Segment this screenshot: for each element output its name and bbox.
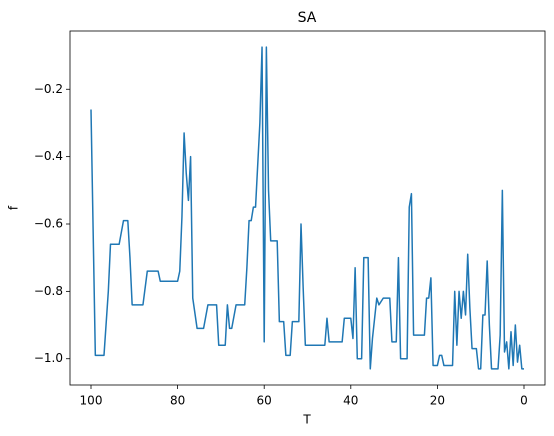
data-line — [90, 46, 524, 370]
x-axis-label: T — [302, 413, 311, 427]
x-tick-label: 0 — [520, 394, 528, 408]
y-axis-label: f — [7, 205, 21, 210]
x-tick-label: 100 — [80, 394, 103, 408]
y-tick-label: −0.8 — [34, 284, 63, 298]
plot-frame — [69, 30, 546, 386]
y-tick-label: −0.4 — [34, 149, 63, 163]
y-tick-label: −0.2 — [34, 82, 63, 96]
chart-title: SA — [298, 10, 317, 26]
x-tick-label: 60 — [257, 394, 272, 408]
x-tick-label: 80 — [170, 394, 185, 408]
x-tick-label: 20 — [430, 394, 445, 408]
y-tick-label: −0.6 — [34, 216, 63, 230]
y-tick-label: −1.0 — [34, 351, 63, 365]
x-tick-label: 40 — [343, 394, 358, 408]
